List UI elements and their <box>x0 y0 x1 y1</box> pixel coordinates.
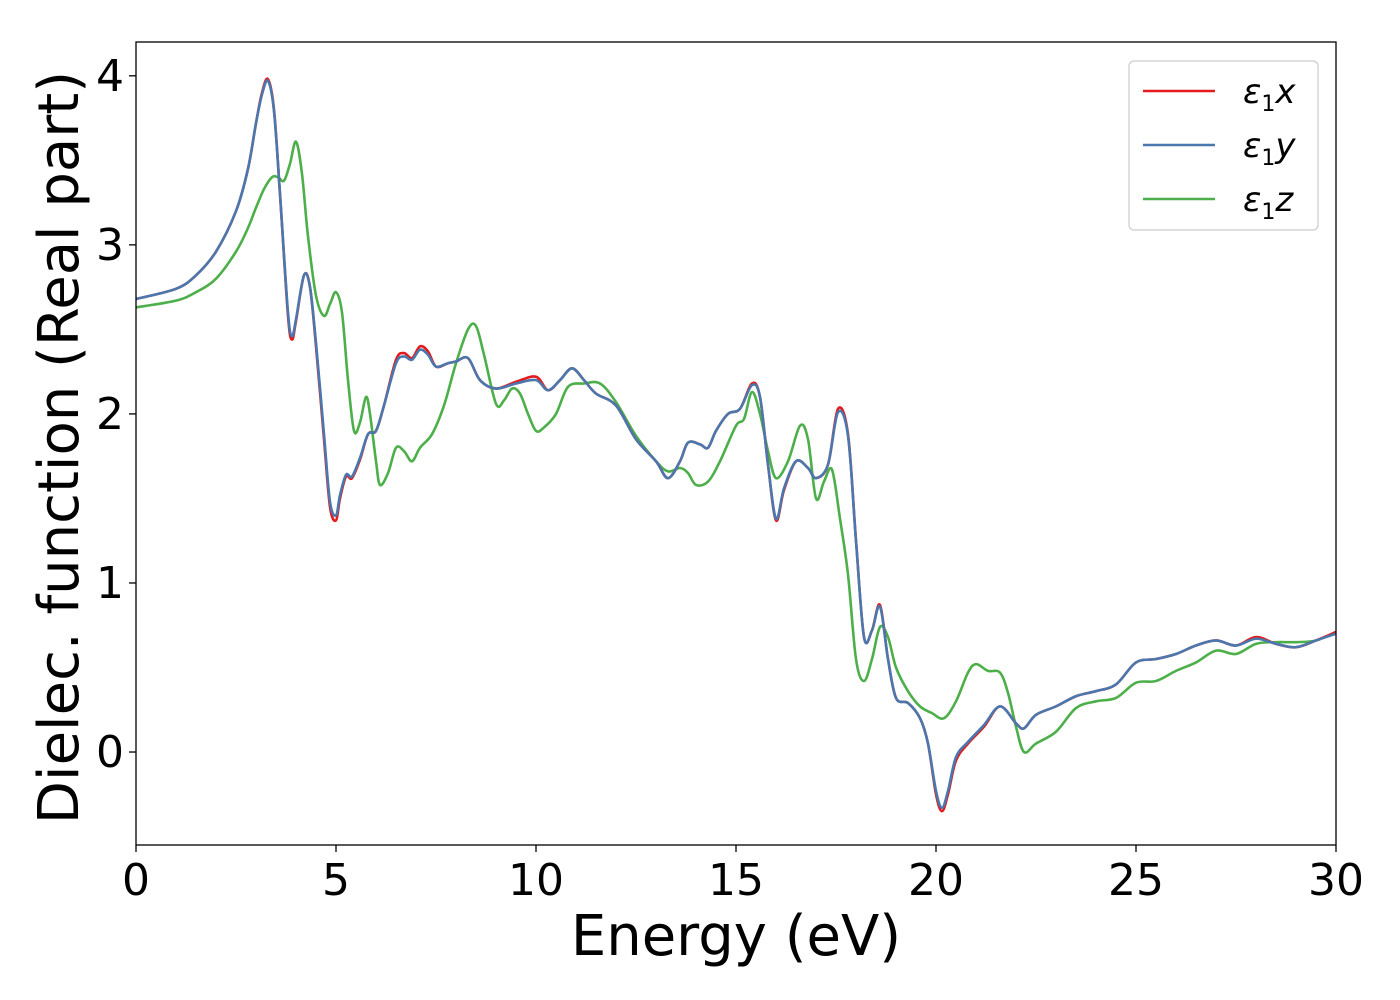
legend-component: x <box>1274 72 1296 112</box>
y-axis: 0 1 2 3 4 <box>96 51 136 778</box>
x-tick-label: 30 <box>1308 855 1364 906</box>
legend-subscript: 1 <box>1261 146 1275 171</box>
y-tick-label: 3 <box>96 220 124 271</box>
legend-component: y <box>1274 126 1296 166</box>
legend-label-z: ε1z <box>1243 180 1294 225</box>
legend-box <box>1128 60 1319 231</box>
y-axis-label: Dielec. function (Real part) <box>27 71 92 824</box>
legend-symbol: ε <box>1243 126 1261 166</box>
x-tick-label: 20 <box>908 855 964 906</box>
y-tick-label: 2 <box>96 389 124 440</box>
legend-label-x: ε1x <box>1243 72 1296 117</box>
x-tick-label: 15 <box>708 855 764 906</box>
x-tick-label: 5 <box>322 855 350 906</box>
y-tick-label: 1 <box>96 558 124 609</box>
legend-symbol: ε <box>1243 72 1261 112</box>
series-line-y <box>136 79 1336 810</box>
legend-subscript: 1 <box>1261 200 1275 225</box>
y-tick-label: 4 <box>96 51 124 102</box>
x-tick-label: 25 <box>1108 855 1164 906</box>
x-axis-label: Energy (eV) <box>571 904 901 969</box>
legend-symbol: ε <box>1243 180 1261 220</box>
x-tick-label: 10 <box>508 855 564 906</box>
series-line-z <box>136 140 1336 754</box>
legend-subscript: 1 <box>1261 92 1275 117</box>
legend-component: z <box>1274 180 1294 220</box>
x-axis: 0 5 10 15 20 25 30 <box>122 845 1364 906</box>
x-tick-label: 0 <box>122 855 150 906</box>
legend-label-y: ε1y <box>1243 126 1296 171</box>
plot-lines <box>136 77 1336 813</box>
y-tick-label: 0 <box>96 727 124 778</box>
